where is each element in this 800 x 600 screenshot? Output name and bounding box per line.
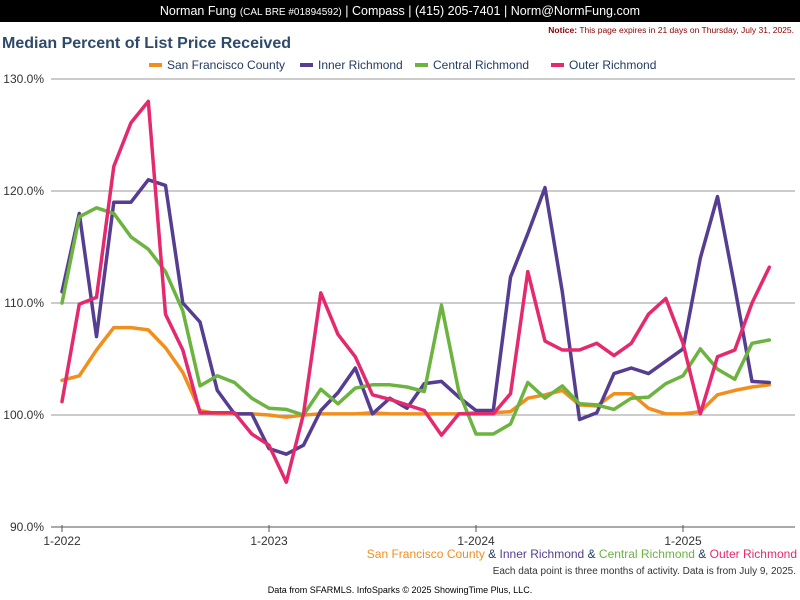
data-credit: Data from SFARMLS. InfoSparks © 2025 Sho… xyxy=(267,585,533,595)
legend-item-outer-richmond[interactable]: Outer Richmond xyxy=(551,57,656,73)
legend-item-inner-richmond[interactable]: Inner Richmond xyxy=(300,57,403,73)
caption-separator: & xyxy=(484,547,500,561)
legend-label: Inner Richmond xyxy=(318,58,403,72)
legend-item-central-richmond[interactable]: Central Richmond xyxy=(415,57,529,73)
header-separator-2: | xyxy=(408,4,412,18)
legend-swatch xyxy=(149,62,162,67)
series-caption: San Francisco County & Inner Richmond & … xyxy=(367,547,797,561)
agent-phone[interactable]: (415) 205-7401 xyxy=(414,4,501,18)
legend-swatch xyxy=(415,62,428,67)
chart-title: Median Percent of List Price Received xyxy=(2,35,291,52)
legend-swatch xyxy=(551,62,564,67)
agent-email[interactable]: Norm@NormFung.com xyxy=(510,4,641,18)
legend-swatch xyxy=(300,62,313,67)
y-tick-label: 130.0% xyxy=(3,72,44,86)
x-tick-label: 1-2022 xyxy=(43,534,81,548)
x-tick-label: 1-2025 xyxy=(664,534,702,548)
y-tick-label: 110.0% xyxy=(4,296,44,310)
caption-series-name: Inner Richmond xyxy=(499,547,585,561)
legend-label: Central Richmond xyxy=(433,58,530,72)
header-separator-1: | xyxy=(345,4,349,18)
expiry-notice: Notice: This page expires in 21 days on … xyxy=(0,25,794,35)
legend-label: San Francisco County xyxy=(167,58,286,72)
caption-series-name: Outer Richmond xyxy=(709,547,797,561)
caption-series-name: San Francisco County xyxy=(366,547,485,561)
series-line-inner-richmond xyxy=(60,178,772,456)
agent-name: Norman Fung xyxy=(159,4,237,18)
caption-series-name: Central Richmond xyxy=(598,547,695,561)
data-footnote: Each data point is three months of activ… xyxy=(492,566,796,577)
notice-text: This page expires in 21 days on Thursday… xyxy=(579,25,794,35)
legend-item-san-francisco-county[interactable]: San Francisco County xyxy=(149,57,285,73)
x-tick-label: 1-2024 xyxy=(457,534,495,548)
series-line-central-richmond xyxy=(60,206,772,436)
chart-legend: San Francisco County Inner Richmond Centra… xyxy=(0,57,800,73)
series-line-outer-richmond xyxy=(60,99,772,484)
y-tick-label: 90.0% xyxy=(10,520,44,534)
agent-license: (CAL BRE #01894592) xyxy=(239,7,342,18)
x-tick-label: 1-2023 xyxy=(250,534,288,548)
agent-header-bar: Norman Fung (CAL BRE #01894592) | Compas… xyxy=(0,0,800,22)
notice-label: Notice: xyxy=(548,25,578,35)
caption-separator: & xyxy=(694,547,710,561)
caption-separator: & xyxy=(584,547,599,561)
y-tick-label: 100.0% xyxy=(3,408,44,422)
y-tick-label: 120.0% xyxy=(3,184,44,198)
header-separator-3: | xyxy=(503,4,508,18)
legend-label: Outer Richmond xyxy=(569,58,657,72)
series-line-san-francisco-county xyxy=(60,325,772,419)
agent-company: Compass xyxy=(351,4,405,18)
